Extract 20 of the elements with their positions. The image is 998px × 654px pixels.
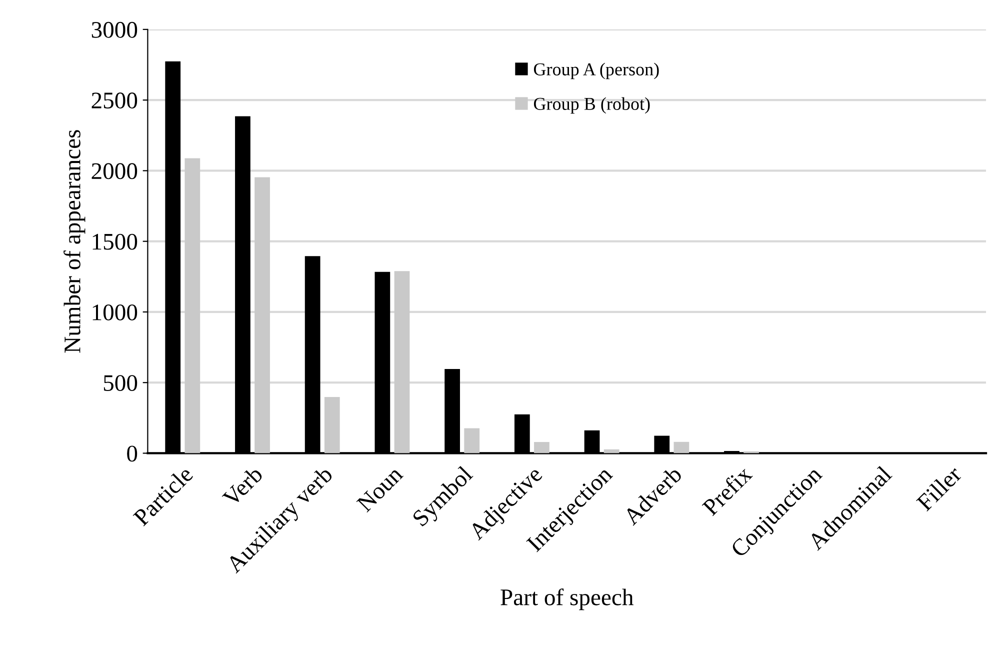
bar bbox=[604, 449, 620, 454]
y-tick-label: 0 bbox=[127, 446, 138, 462]
bar bbox=[674, 442, 690, 454]
bar bbox=[394, 271, 410, 454]
bar bbox=[184, 158, 200, 454]
y-tick-label: 3000 bbox=[92, 22, 138, 38]
legend-label: Group A (person) bbox=[534, 62, 659, 80]
bar bbox=[464, 428, 480, 454]
y-tick-label: 1500 bbox=[92, 234, 138, 250]
bar bbox=[534, 442, 550, 454]
y-tick-label: 500 bbox=[104, 375, 138, 392]
bar bbox=[254, 177, 270, 454]
y-axis-title: Number of appearances bbox=[64, 130, 86, 353]
y-tick-label: 2000 bbox=[92, 163, 138, 180]
legend-label: Group B (robot) bbox=[534, 97, 650, 114]
bar bbox=[324, 397, 340, 454]
x-axis-title: Part of speech bbox=[500, 588, 634, 610]
y-tick-label: 1000 bbox=[92, 304, 138, 320]
y-tick-label: 2500 bbox=[92, 92, 138, 108]
x-tick-label: Verb bbox=[221, 464, 264, 508]
